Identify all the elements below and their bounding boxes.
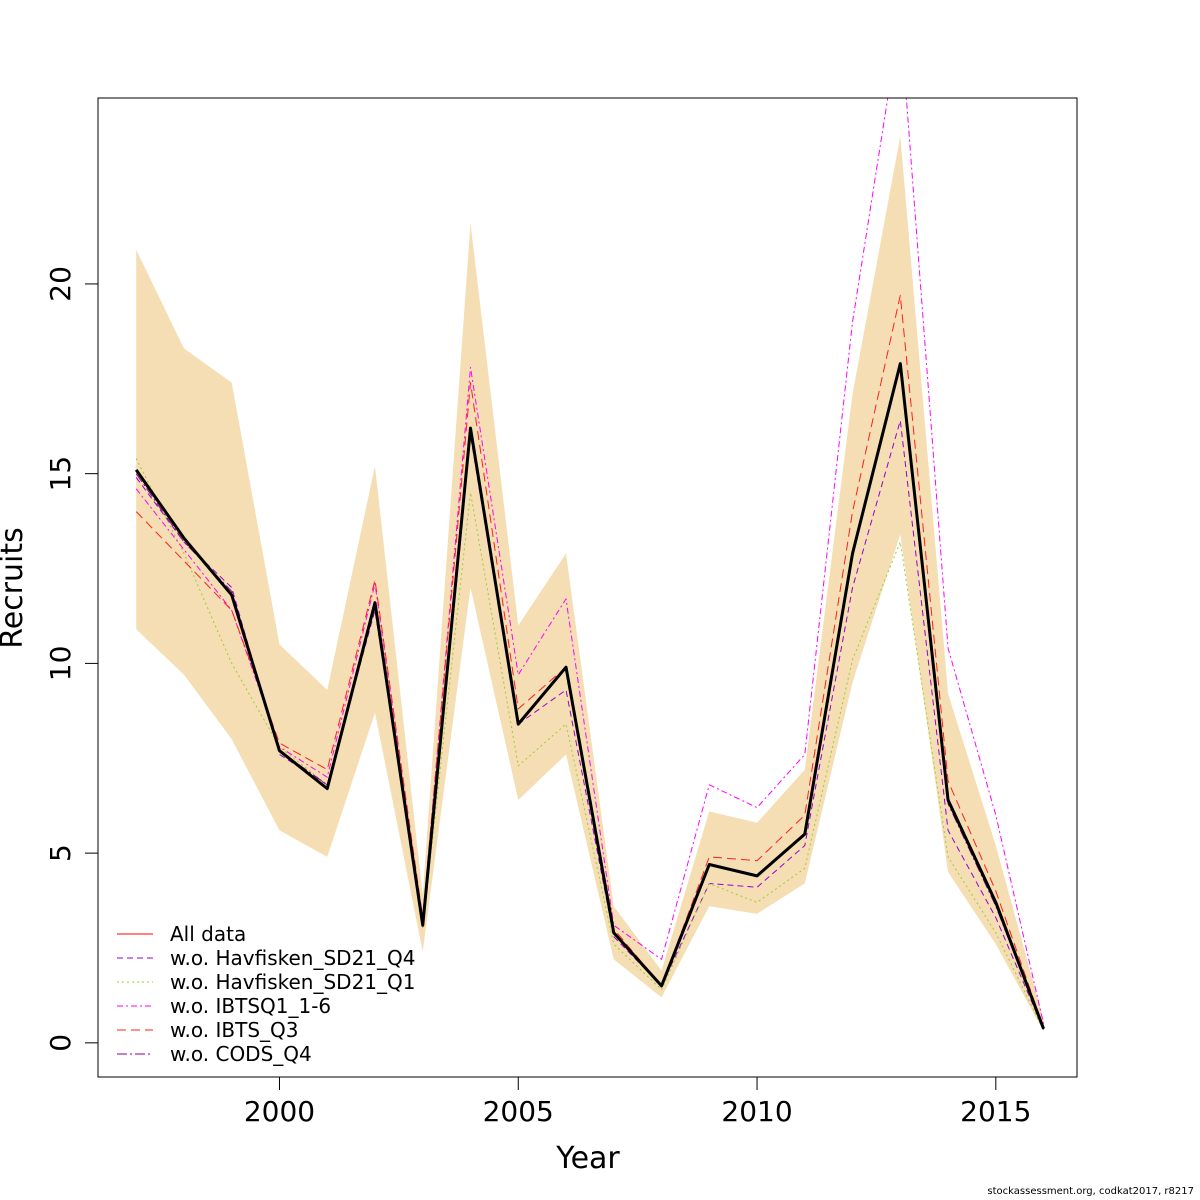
- x-tick-label: 2005: [483, 1095, 554, 1128]
- x-tick-label: 2015: [960, 1095, 1031, 1128]
- y-tick-label: 20: [44, 266, 77, 302]
- series-line-w-o-ibtsq1-1-6: [135, 98, 1045, 1024]
- confidence-band: [136, 135, 1044, 1032]
- legend-label: w.o. IBTSQ1_1-6: [170, 994, 331, 1018]
- legend-label: w.o. Havfisken_SD21_Q4: [170, 946, 416, 970]
- series-line-w-o-havfisken-sd21-q4: [135, 420, 1045, 1030]
- legend-label: w.o. IBTS_Q3: [170, 1018, 298, 1042]
- legend-label: w.o. Havfisken_SD21_Q1: [170, 970, 416, 994]
- y-axis: 0 5 10 15 20: [44, 266, 99, 1052]
- y-tick-label: 0: [44, 1034, 77, 1052]
- y-tick-label: 5: [44, 844, 77, 862]
- y-axis-title: Recruits: [0, 527, 30, 649]
- footer-credit: stockassessment.org, codkat2017, r8217: [987, 1186, 1194, 1197]
- x-tick-label: 2010: [721, 1095, 792, 1128]
- series-layer: [134, 98, 1045, 1031]
- x-axis: 2000 2005 2010 2015: [244, 1076, 1031, 1128]
- legend-label: All data: [170, 922, 246, 946]
- series-line-w-o-havfisken-sd21-q1: [135, 458, 1045, 1031]
- y-tick-label: 15: [44, 456, 77, 492]
- x-tick-label: 2000: [244, 1095, 315, 1128]
- y-tick-label: 10: [44, 646, 77, 682]
- confidence-band-layer: [136, 135, 1044, 1032]
- series-line-estimate: [134, 362, 1045, 1030]
- legend-label: w.o. CODS_Q4: [170, 1042, 312, 1066]
- x-axis-title: Year: [555, 1141, 620, 1176]
